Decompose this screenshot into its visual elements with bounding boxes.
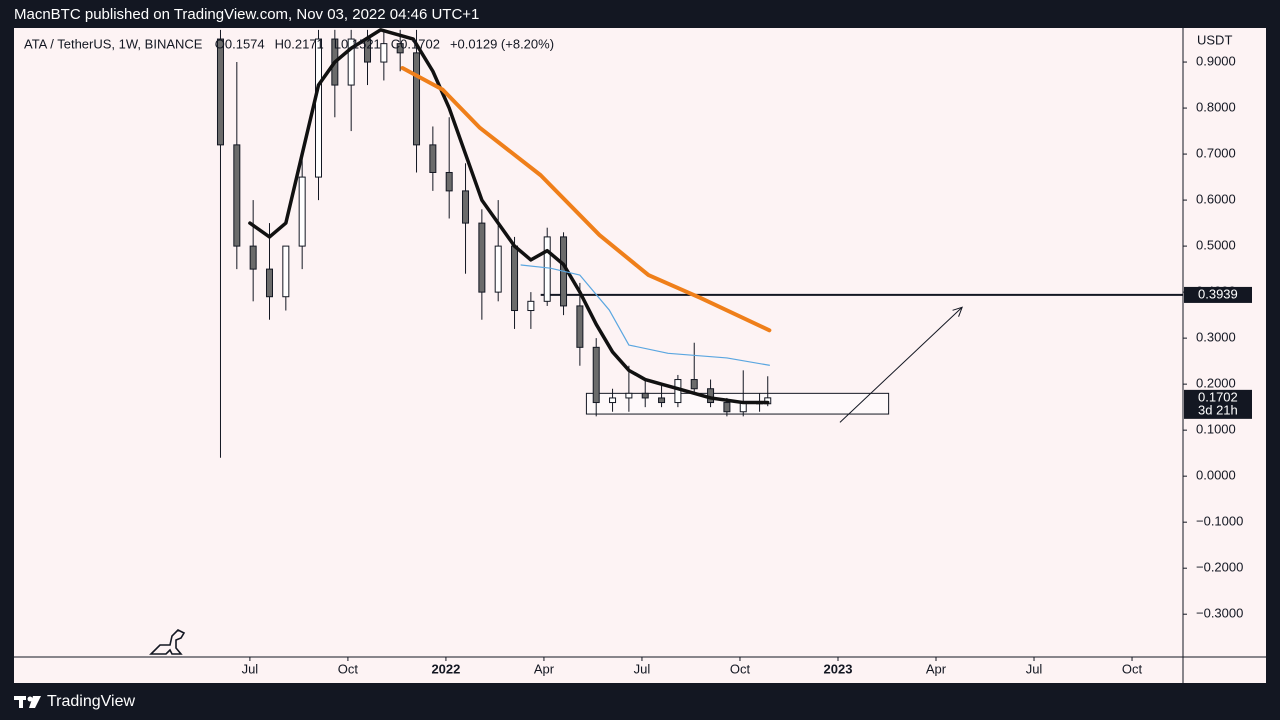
ma-line <box>520 264 770 366</box>
x-tick-label: Jul <box>634 661 651 676</box>
candle-body <box>380 43 388 63</box>
x-tick-label: Oct <box>730 661 751 676</box>
dino-shape <box>149 629 186 655</box>
candle-body <box>445 171 453 192</box>
candle-body <box>347 38 355 86</box>
ma-line <box>400 66 772 333</box>
candle-body <box>494 245 502 293</box>
y-tick-label: 0.7000 <box>1196 146 1236 161</box>
y-tick-label: −0.3000 <box>1196 606 1243 621</box>
legend-change: +0.0129 (+8.20%) <box>450 36 554 51</box>
candle-body <box>233 144 241 247</box>
candle-body <box>249 245 257 270</box>
dino-icon <box>149 629 186 655</box>
candle-body <box>298 176 306 247</box>
x-tick-label: Oct <box>338 661 359 676</box>
x-tick-label: Oct <box>1122 661 1143 676</box>
footer-brand: TradingView <box>47 693 135 710</box>
plot <box>216 28 1183 458</box>
y-tick-label: 0.0000 <box>1196 468 1236 483</box>
level-price-label: 0.3939 <box>1198 286 1238 301</box>
countdown-label: 3d 21h <box>1198 402 1238 417</box>
candle-body <box>658 397 666 404</box>
logo-part <box>29 696 41 708</box>
y-tick-label: −0.2000 <box>1196 560 1243 575</box>
ma-line <box>248 28 770 405</box>
candle-body <box>690 379 698 390</box>
y-tick-label: 0.2000 <box>1196 376 1236 391</box>
last-price-label: 0.1702 <box>1198 389 1238 404</box>
legend-symbol: ATA / TetherUS, 1W, BINANCE <box>24 36 203 51</box>
logo-part <box>27 696 33 702</box>
x-tick-label: Jul <box>242 661 259 676</box>
y-tick-label: 0.6000 <box>1196 192 1236 207</box>
logo-part <box>19 696 23 708</box>
candle-body <box>282 245 290 298</box>
y-tick-label: 0.5000 <box>1196 238 1236 253</box>
last-price-box <box>1184 389 1252 419</box>
x-tick-label: Apr <box>534 661 555 676</box>
candle-body <box>723 402 731 413</box>
candle-body <box>641 392 649 399</box>
legend-low: L0.1521 <box>334 36 381 51</box>
y-tick-label: 0.8000 <box>1196 100 1236 115</box>
candle-body <box>625 392 633 399</box>
chart-area <box>14 28 1266 683</box>
candle-body <box>429 144 437 173</box>
y-tick-label: 0.3000 <box>1196 330 1236 345</box>
x-tick-label: Jul <box>1026 661 1043 676</box>
candle-body <box>478 222 486 293</box>
candle-body <box>265 268 273 298</box>
x-tick-label: 2022 <box>431 661 460 676</box>
legend: ATA / TetherUS, 1W, BINANCE <box>24 36 203 51</box>
candle-body <box>413 52 421 146</box>
level-price-box <box>1184 286 1252 303</box>
y-tick-label: −0.1000 <box>1196 514 1243 529</box>
candle-body <box>576 305 584 348</box>
candle-body <box>216 38 224 146</box>
legend-open: O0.1574 <box>215 36 265 51</box>
candle-body <box>462 190 470 224</box>
legend-high: H0.2171 <box>275 36 324 51</box>
candle-body <box>315 38 323 178</box>
x-tick-label: 2023 <box>824 661 853 676</box>
x-tick-label: Apr <box>926 661 947 676</box>
candle-body <box>396 43 404 54</box>
publisher-line: MacnBTC published on TradingView.com, No… <box>14 6 479 23</box>
tv-logo <box>14 696 41 708</box>
y-tick-label: 0.9000 <box>1196 53 1236 68</box>
legend-close: C0.1702 <box>391 36 440 51</box>
y-tick-label: 0.1000 <box>1196 422 1236 437</box>
candle-body <box>511 245 519 312</box>
candle-body <box>609 397 617 404</box>
candle-body <box>543 236 551 302</box>
arrow-line <box>839 306 963 423</box>
axis-unit: USDT <box>1197 32 1232 47</box>
arrow-head <box>952 306 963 317</box>
candle-body <box>527 300 535 312</box>
candle-body <box>592 346 600 404</box>
